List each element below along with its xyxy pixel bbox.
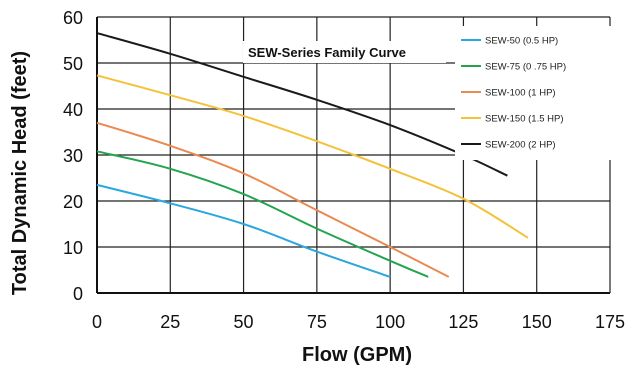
series-line-3 <box>96 121 450 278</box>
x-tick-label: 100 <box>375 312 405 332</box>
axes <box>96 17 610 294</box>
x-tick-label: 50 <box>234 312 254 332</box>
x-tick-label: 175 <box>595 312 625 332</box>
series-line-2 <box>96 150 429 278</box>
y-tick-label: 20 <box>63 192 83 212</box>
x-axis-title: Flow (GPM) <box>302 344 412 366</box>
y-tick-label: 0 <box>73 284 83 304</box>
series-line-1 <box>96 183 391 278</box>
legend-box <box>455 26 613 160</box>
y-axis-title: Total Dynamic Head (feet) <box>9 51 31 295</box>
x-tick-label: 125 <box>448 312 478 332</box>
y-tick-label: 10 <box>63 238 83 258</box>
chart-title: SEW-Series Family Curve <box>248 45 406 60</box>
x-tick-label: 150 <box>522 312 552 332</box>
x-tick-label: 0 <box>92 312 102 332</box>
legend: SEW-50 (0.5 HP) SEW-75 (0 .75 HP) SEW-100 … <box>455 26 613 160</box>
y-tick-label: 50 <box>63 54 83 74</box>
y-tick-label: 60 <box>63 8 83 28</box>
chart-title-background <box>243 41 446 63</box>
tick-labels: 0 25 50 75 100 125 150 175 0 10 20 30 40 50 60 <box>63 8 625 332</box>
x-tick-label: 25 <box>160 312 180 332</box>
series-line-4 <box>96 74 529 239</box>
legend-label: SEW-150 (1.5 HP) <box>485 114 564 125</box>
series-lines <box>96 32 529 278</box>
y-tick-label: 40 <box>63 100 83 120</box>
legend-label: SEW-200 (2 HP) <box>485 140 556 151</box>
legend-label: SEW-75 (0 .75 HP) <box>485 62 566 73</box>
x-tick-label: 75 <box>307 312 327 332</box>
legend-label: SEW-100 (1 HP) <box>485 88 556 99</box>
y-tick-label: 30 <box>63 146 83 166</box>
legend-label: SEW-50 (0.5 HP) <box>485 36 558 47</box>
